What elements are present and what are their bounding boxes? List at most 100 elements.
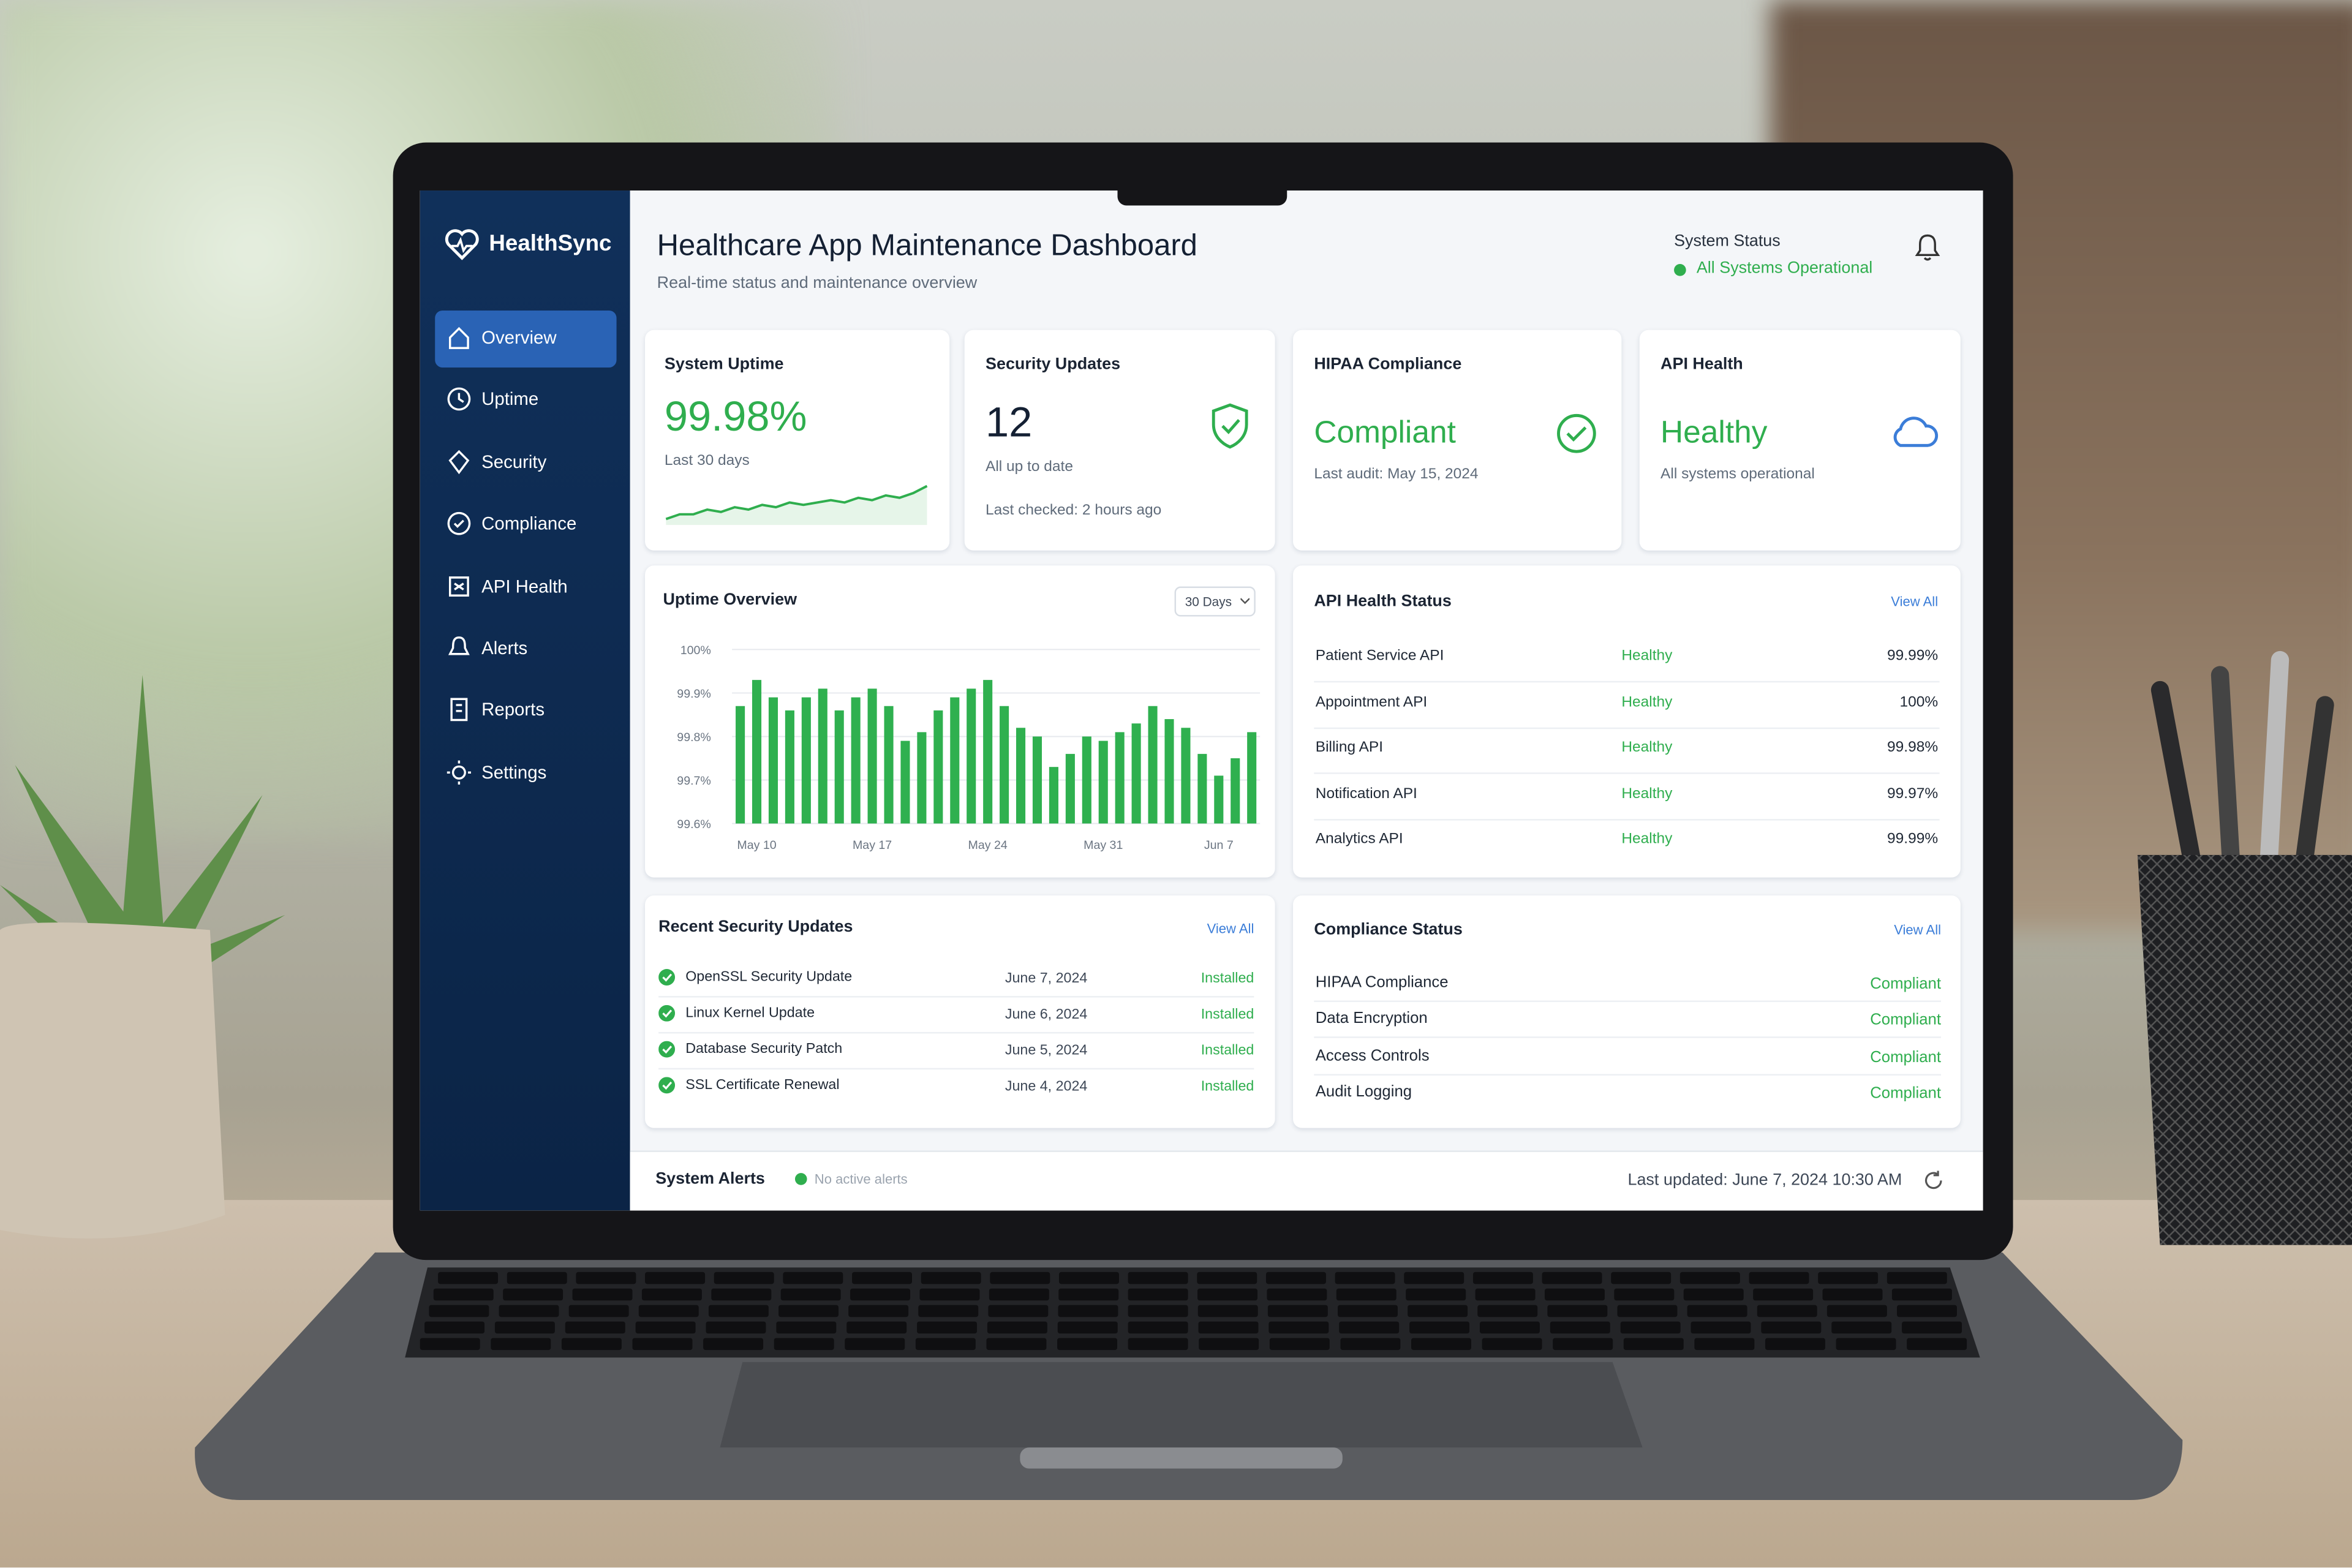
key xyxy=(917,1321,978,1334)
key xyxy=(1749,1272,1809,1284)
key xyxy=(1267,1305,1328,1317)
key xyxy=(1339,1321,1400,1334)
key xyxy=(1197,1305,1258,1317)
bar xyxy=(1164,719,1174,824)
key xyxy=(986,1338,1047,1351)
nav-item[interactable]: Uptime xyxy=(481,389,539,410)
key xyxy=(1687,1305,1747,1317)
key xyxy=(1128,1272,1188,1284)
key xyxy=(1482,1338,1542,1351)
row-divider xyxy=(1314,726,1940,728)
bar xyxy=(1131,723,1141,824)
api-state: Healthy xyxy=(1621,831,1673,848)
check-icon xyxy=(1557,413,1596,453)
key xyxy=(778,1305,839,1317)
compliance-item: Audit Logging xyxy=(1315,1082,1412,1101)
view-all-link[interactable]: View All xyxy=(1891,594,1939,609)
view-all-link[interactable]: View All xyxy=(1207,921,1254,937)
view-all-link[interactable]: View All xyxy=(1894,922,1942,938)
bell-icon[interactable] xyxy=(1914,233,1941,263)
api-uptime: 99.99% xyxy=(1887,831,1939,848)
range-selector[interactable]: 30 Days xyxy=(1174,586,1256,617)
nav-item[interactable]: API Health xyxy=(481,575,568,597)
key xyxy=(1902,1321,1962,1334)
card-footnote: Last checked: 2 hours ago xyxy=(985,502,1162,519)
bar xyxy=(1247,732,1257,824)
api-name: Billing API xyxy=(1315,739,1384,756)
card-note: Last audit: May 15, 2024 xyxy=(1314,466,1479,483)
key xyxy=(1765,1338,1825,1351)
nav-item[interactable]: Reports xyxy=(481,699,545,721)
key xyxy=(499,1305,559,1317)
icon-check xyxy=(662,973,673,982)
key xyxy=(1338,1305,1398,1317)
key xyxy=(1757,1305,1817,1317)
bar xyxy=(900,741,910,824)
nav-item[interactable]: Settings xyxy=(481,761,547,783)
icon-circle xyxy=(658,1041,676,1058)
compliance-item: Data Encryption xyxy=(1315,1009,1428,1028)
api-state: Healthy xyxy=(1621,785,1673,802)
api-name: Patient Service API xyxy=(1315,647,1444,665)
key xyxy=(1683,1288,1744,1301)
key xyxy=(1058,1288,1119,1301)
key xyxy=(576,1272,636,1284)
bar xyxy=(1049,767,1058,824)
nav-item[interactable]: Security xyxy=(481,451,547,472)
key xyxy=(846,1321,907,1334)
nav-item[interactable]: Alerts xyxy=(481,637,528,659)
key xyxy=(845,1338,905,1351)
nav-icon xyxy=(447,760,471,785)
api-state: Healthy xyxy=(1621,693,1673,710)
key xyxy=(503,1288,564,1301)
key xyxy=(1836,1338,1896,1351)
key xyxy=(1479,1321,1540,1334)
key xyxy=(989,1288,1049,1301)
nav-item[interactable]: Overview xyxy=(481,326,557,349)
sparkline-line xyxy=(665,484,928,521)
alerts-status: No active alerts xyxy=(814,1171,908,1187)
key xyxy=(632,1338,693,1351)
bar xyxy=(1000,706,1009,824)
nav-active-highlight xyxy=(435,310,617,368)
key xyxy=(1542,1272,1602,1284)
api-name: Analytics API xyxy=(1315,831,1403,848)
bar xyxy=(1181,728,1191,824)
key xyxy=(1818,1272,1879,1284)
key xyxy=(1408,1305,1468,1317)
key xyxy=(1897,1305,1957,1317)
key xyxy=(1197,1288,1257,1301)
key xyxy=(438,1272,499,1284)
installed-icon xyxy=(658,969,676,986)
key xyxy=(638,1305,699,1317)
key xyxy=(1268,1321,1329,1334)
cloud-icon xyxy=(1893,417,1939,447)
icon-path xyxy=(448,326,469,349)
compliance-state: Compliant xyxy=(1870,974,1942,993)
row-divider xyxy=(1314,772,1940,774)
key xyxy=(1553,1338,1613,1351)
update-name: SSL Certificate Renewal xyxy=(685,1077,840,1094)
last-updated: Last updated: June 7, 2024 10:30 AM xyxy=(1627,1171,1902,1190)
bar xyxy=(1016,728,1026,824)
key xyxy=(1550,1321,1610,1334)
bar xyxy=(736,706,745,824)
key xyxy=(1547,1305,1608,1317)
row-divider xyxy=(658,1031,1254,1034)
uptime-chart-card: Uptime Overview 30 Days 100% 99.9% 99.8% 99… xyxy=(645,565,1275,878)
icon-check xyxy=(662,1046,673,1054)
key xyxy=(420,1338,480,1351)
y-tick-label: 99.6% xyxy=(677,818,711,831)
update-date: June 7, 2024 xyxy=(1005,970,1088,987)
key xyxy=(1340,1338,1401,1351)
refresh-icon[interactable] xyxy=(1923,1170,1944,1191)
row-divider xyxy=(1314,1000,1942,1002)
key xyxy=(1822,1288,1883,1301)
bar xyxy=(834,710,844,824)
update-name: OpenSSL Security Update xyxy=(685,969,853,986)
key xyxy=(565,1321,625,1334)
installed-icon xyxy=(658,1077,676,1094)
update-name: Linux Kernel Update xyxy=(685,1005,815,1022)
nav-item[interactable]: Compliance xyxy=(481,513,577,535)
